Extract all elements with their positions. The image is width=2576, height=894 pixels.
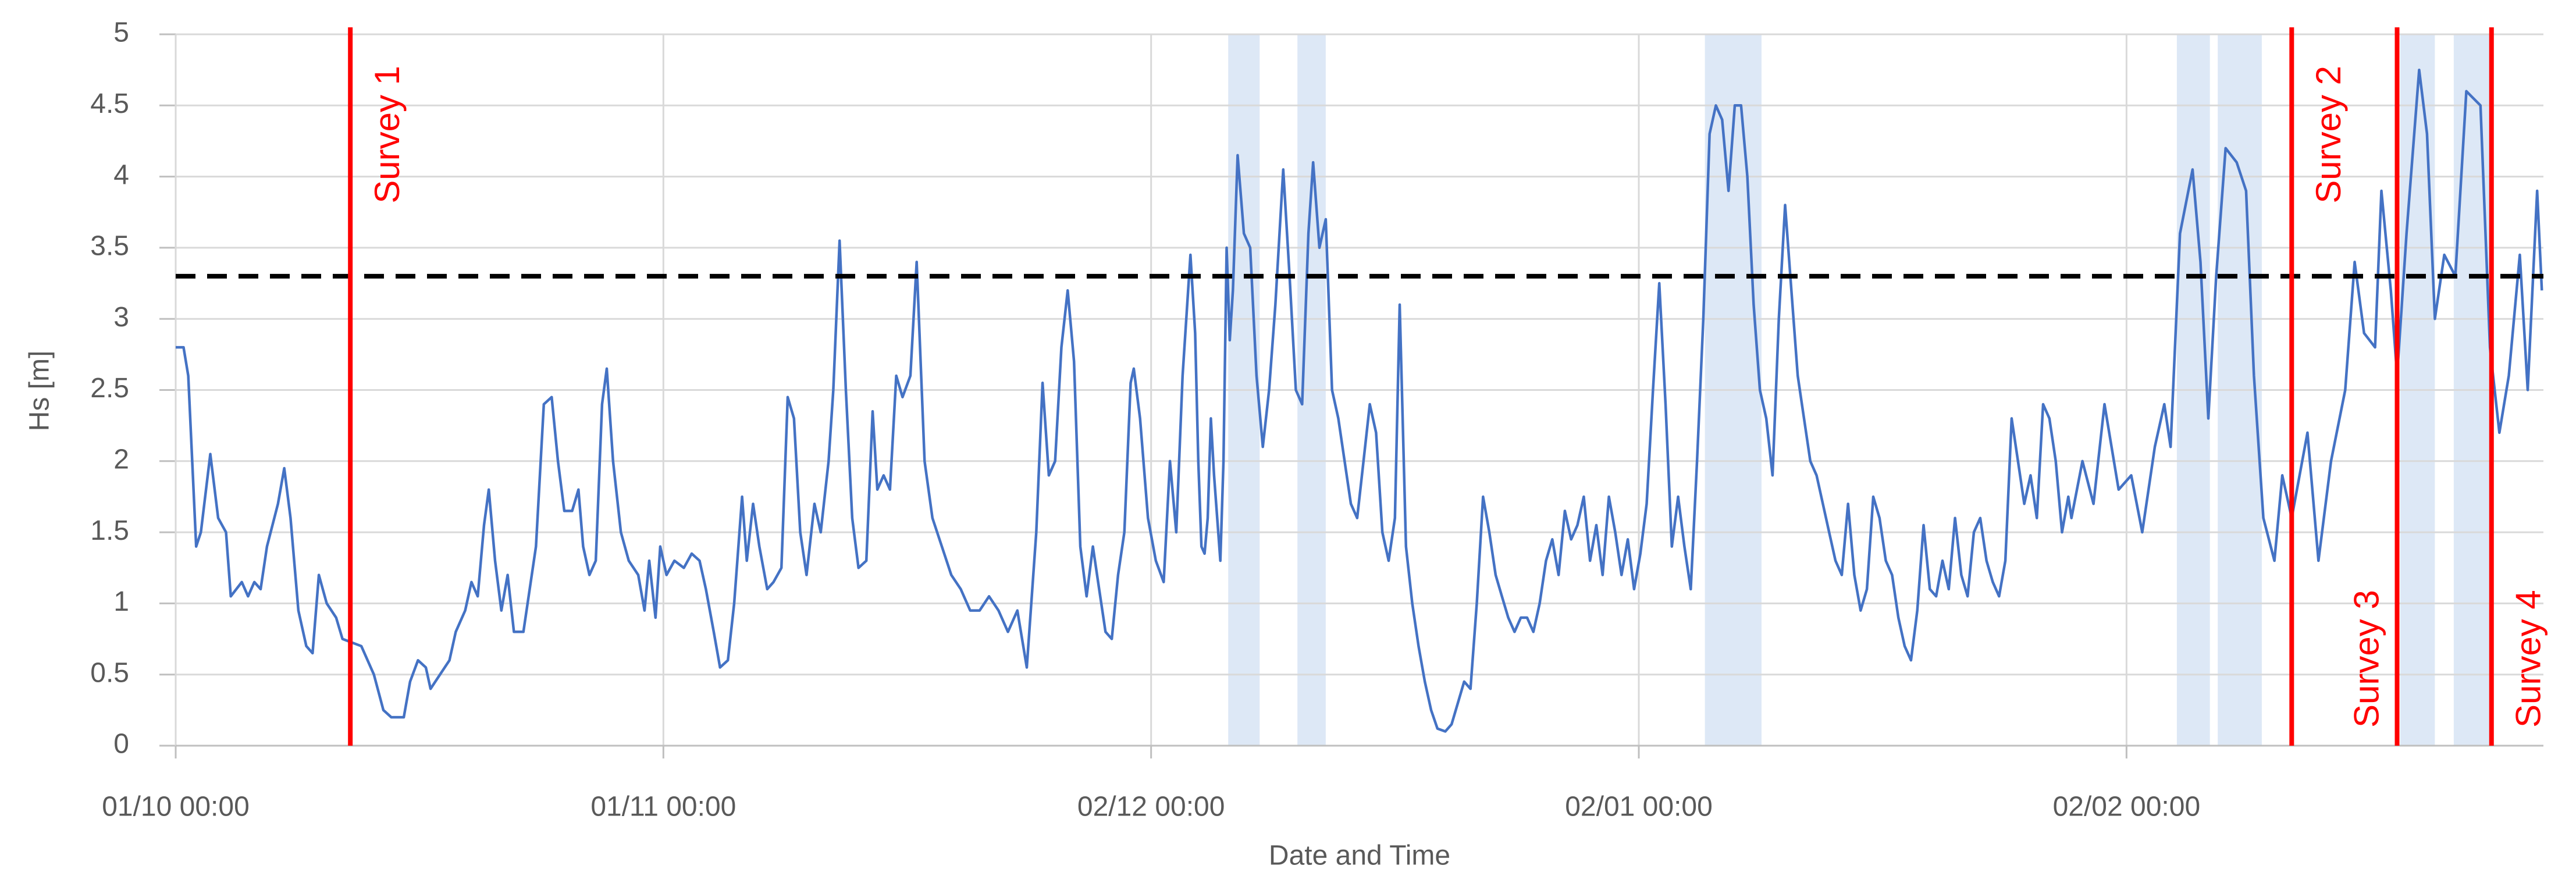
data-line [176,68,2543,733]
survey-label: Survey 4 [2509,590,2548,728]
y-tick-label: 1.5 [90,515,129,546]
y-tick-label: 1 [113,586,129,617]
y-tick-label: 4.5 [90,88,129,119]
y-tick-label: 3.5 [90,231,129,262]
survey-label: Survey 1 [368,66,407,204]
y-tick-label: 4 [113,159,129,190]
x-axis-title: Date and Time [1269,840,1450,871]
x-tick-label: 01/11 00:00 [590,792,736,822]
survey-label: Survey 3 [2347,590,2386,728]
y-tick-label: 0.5 [90,657,129,688]
y-tick-label: 2 [113,444,129,475]
x-tick-label: 02/02 00:00 [2053,792,2201,822]
survey-label: Survey 2 [2309,66,2348,204]
y-tick-label: 5 [113,17,129,48]
x-tick-label: 01/10 00:00 [102,792,250,822]
x-tick-label: 02/01 00:00 [1565,792,1713,822]
y-tick-label: 2.5 [90,373,129,404]
y-axis-title: Hs [m] [24,351,55,432]
x-tick-label: 02/12 00:00 [1077,792,1225,822]
y-tick-label: 0 [113,729,129,760]
y-tick-label: 3 [113,302,129,333]
